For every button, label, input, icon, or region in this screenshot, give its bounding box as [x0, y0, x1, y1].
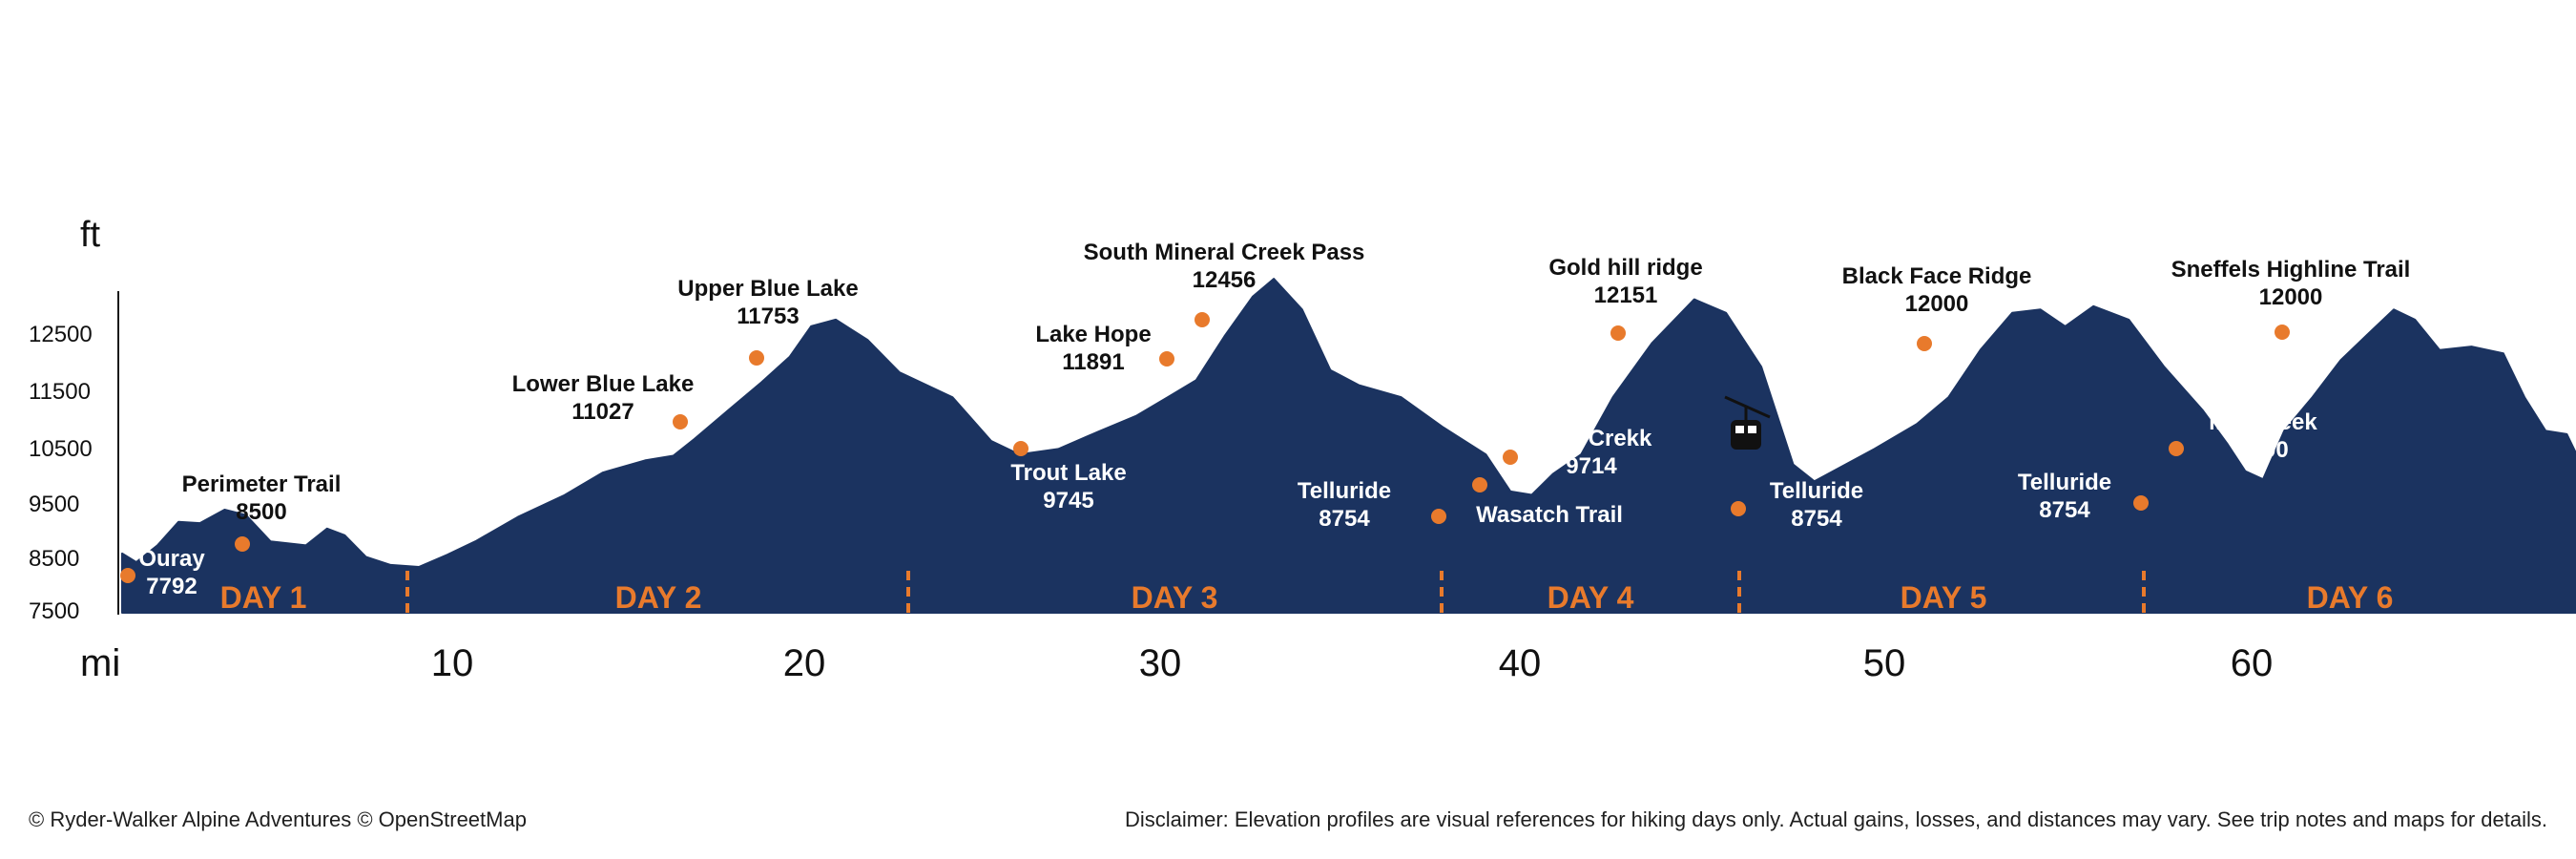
terrain-area [121, 278, 2576, 614]
waypoint-marker [1731, 501, 1746, 516]
day-label: DAY 4 [1548, 580, 1634, 615]
waypoint-marker [1159, 351, 1174, 367]
waypoint-name: South Mineral Creek Pass [1084, 240, 1365, 265]
waypoint-elevation: 11891 [1062, 349, 1124, 375]
waypoint-marker [749, 350, 764, 366]
waypoint-marker [1472, 477, 1487, 492]
waypoint-elevation: 9745 [1043, 488, 1093, 513]
waypoint-elevation: 12000 [2259, 284, 2323, 310]
waypoint-elevation: 8754 [1319, 506, 1370, 532]
waypoint-name: Upper Blue Lake [677, 276, 858, 302]
waypoint-elevation: 9800 [2237, 437, 2288, 463]
y-tick-label: 7500 [29, 598, 79, 624]
waypoint-name: Telluride [2018, 470, 2111, 495]
waypoint-marker [1431, 509, 1446, 524]
waypoint-name: Gold hill ridge [1548, 255, 1702, 281]
waypoint-elevation: 12000 [1905, 291, 1969, 317]
waypoint-name: Lake Hope [1035, 322, 1151, 347]
waypoint-marker [1917, 336, 1932, 351]
y-tick-label: 9500 [29, 492, 79, 517]
y-unit-label: ft [80, 215, 101, 255]
day-label: DAY 3 [1132, 580, 1218, 615]
y-tick-label: 8500 [29, 546, 79, 572]
waypoint-marker [673, 414, 688, 430]
day-label: DAY 2 [615, 580, 702, 615]
x-tick-label: 60 [2231, 642, 2274, 684]
waypoint-name: Perimeter Trail [182, 471, 342, 497]
waypoint-marker [1013, 441, 1028, 456]
waypoint-name: Bear Crekk [1531, 426, 1652, 451]
waypoint-name: Wasatch Trail [1476, 502, 1623, 528]
x-unit-label: mi [80, 642, 120, 684]
gondola-icon [1724, 395, 1771, 450]
waypoint-elevation: 12151 [1594, 283, 1658, 308]
waypoint-marker [1195, 312, 1210, 327]
waypoint-name: Telluride [1770, 478, 1863, 504]
y-tick-label: 10500 [29, 436, 93, 462]
waypoint-elevation: 7792 [146, 574, 197, 599]
x-tick-label: 50 [1863, 642, 1906, 684]
x-tick-label: 10 [431, 642, 474, 684]
waypoint-marker [120, 568, 135, 583]
waypoint-elevation: 8500 [236, 499, 286, 525]
waypoint-name: Telluride [1298, 478, 1391, 504]
x-tick-label: 20 [783, 642, 826, 684]
y-tick-label: 12500 [29, 322, 93, 347]
waypoint-name: Ouray [138, 546, 205, 572]
waypoint-name: Lower Blue Lake [512, 371, 695, 397]
waypoint-marker [1503, 450, 1518, 465]
y-tick-label: 11500 [29, 379, 91, 405]
waypoint-marker [2133, 495, 2149, 511]
day-label: DAY 5 [1901, 580, 1987, 615]
waypoint-marker [235, 536, 250, 552]
waypoint-elevation: 8754 [2039, 497, 2090, 523]
day-label: DAY 6 [2307, 580, 2394, 615]
waypoint-marker [2169, 441, 2184, 456]
waypoint-elevation: 12456 [1193, 267, 1257, 293]
waypoint-name: Black Face Ridge [1842, 263, 2032, 289]
waypoint-name: Mill Creek [2209, 409, 2317, 435]
disclaimer-text: Disclaimer: Elevation profiles are visua… [1124, 807, 2547, 831]
x-tick-label: 40 [1499, 642, 1542, 684]
waypoint-elevation: 8754 [1791, 506, 1842, 532]
waypoint-elevation: 11753 [737, 304, 799, 329]
waypoint-name: Trout Lake [1010, 460, 1126, 486]
waypoint-elevation: 11027 [571, 399, 634, 425]
day-label: DAY 1 [220, 580, 307, 615]
waypoint-elevation: 9714 [1566, 453, 1617, 479]
waypoint-marker [1610, 325, 1626, 341]
waypoint-name: Sneffels Highline Trail [2171, 257, 2411, 283]
waypoint-marker [2275, 325, 2290, 340]
x-tick-label: 30 [1139, 642, 1182, 684]
credit-text: © Ryder-Walker Alpine Adventures © OpenS… [29, 807, 527, 831]
